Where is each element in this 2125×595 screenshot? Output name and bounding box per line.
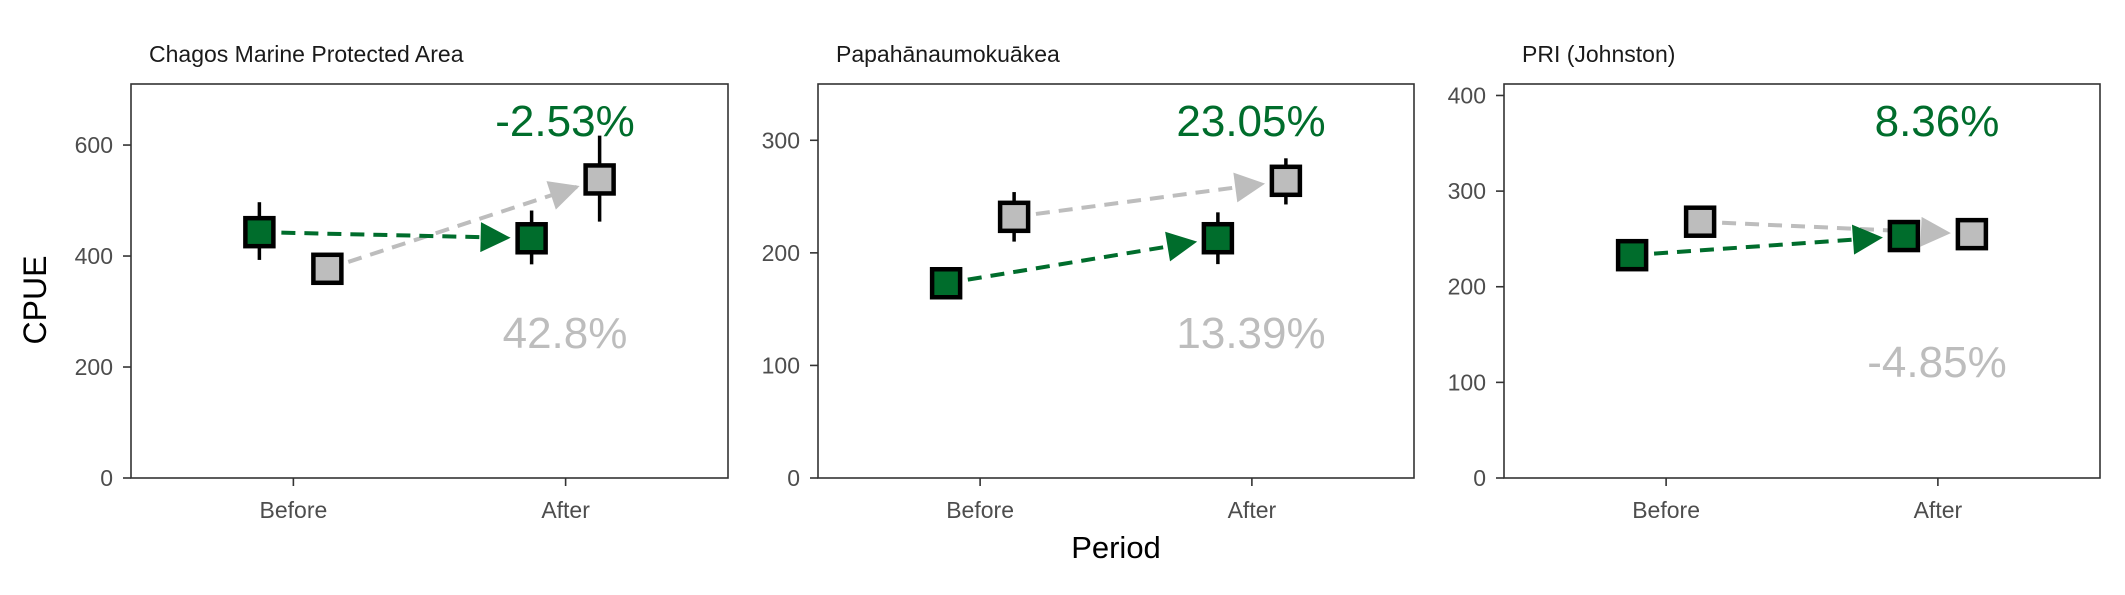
change-arrow-inside <box>1653 224 1883 256</box>
y-tick-label: 400 <box>1448 82 1486 108</box>
point-outside <box>583 163 616 196</box>
x-tick-label: Before <box>260 497 328 523</box>
y-tick-label: 300 <box>1448 178 1486 204</box>
y-tick-label: 200 <box>75 354 113 380</box>
y-tick-label: 300 <box>762 127 800 153</box>
x-tick-label: After <box>541 497 590 523</box>
panel-frame <box>817 83 1415 479</box>
panel-1: Chagos Marine Protected Area 0 200 400 600 Be… <box>75 41 729 523</box>
panel-2: Papahānaumokuākea 0 100 200 300 Before After 23… <box>762 41 1415 523</box>
pct-change-inside: 8.36% <box>1875 97 2000 146</box>
y-tick-label: 0 <box>787 465 800 491</box>
y-axis-label: CPUE <box>17 256 53 345</box>
panel-frame <box>130 83 729 479</box>
y-tick-label: 0 <box>100 465 113 491</box>
pct-change-inside: -2.53% <box>495 97 634 146</box>
x-tick-label: After <box>1914 497 1963 523</box>
panel-title: PRI (Johnston) <box>1522 41 1675 67</box>
y-tick-label: 100 <box>762 352 800 378</box>
point-inside <box>1887 219 1921 253</box>
point-outside <box>1955 217 1989 251</box>
pct-change-outside: 13.39% <box>1176 309 1325 358</box>
panel-frame <box>1503 83 2101 479</box>
change-arrow-outside <box>1035 172 1266 216</box>
x-tick-label: Before <box>946 497 1014 523</box>
point-inside <box>1615 238 1649 272</box>
x-tick-label: After <box>1228 497 1277 523</box>
x-tick-label: Before <box>1632 497 1700 523</box>
point-outside <box>1683 205 1717 238</box>
y-tick-label: 600 <box>75 132 113 158</box>
pct-change-outside: -4.85% <box>1867 338 2006 387</box>
panel-title: Papahānaumokuākea <box>836 41 1060 67</box>
point-outside <box>997 200 1031 234</box>
x-axis-label: Period <box>1071 530 1161 565</box>
y-tick-label: 0 <box>1473 465 1486 491</box>
point-inside <box>1201 221 1235 255</box>
pct-change-outside: 42.8% <box>503 309 628 358</box>
change-arrow-inside <box>281 222 511 253</box>
y-tick-label: 100 <box>1448 369 1486 395</box>
y-tick-label: 400 <box>75 243 113 269</box>
change-arrow-outside <box>347 181 580 264</box>
point-outside <box>1269 164 1303 198</box>
panel-3: PRI (Johnston) 0 100 200 300 400 Before After 8.… <box>1448 41 2101 523</box>
pct-change-inside: 23.05% <box>1176 97 1325 146</box>
point-outside <box>311 252 344 286</box>
point-inside <box>929 267 963 300</box>
y-tick-label: 200 <box>1448 274 1486 300</box>
panel-title: Chagos Marine Protected Area <box>149 41 464 67</box>
point-inside <box>243 215 276 249</box>
point-inside <box>515 222 548 255</box>
change-arrow-inside <box>967 231 1198 282</box>
y-tick-label: 200 <box>762 240 800 266</box>
